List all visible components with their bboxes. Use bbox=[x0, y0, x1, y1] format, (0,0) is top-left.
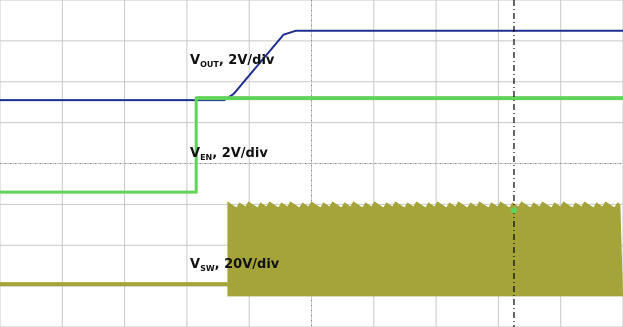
cursor-marker bbox=[510, 207, 517, 214]
traces bbox=[0, 29, 623, 297]
cursor-line bbox=[510, 0, 517, 327]
trace-label-out: VOUT, 2V/div bbox=[190, 53, 275, 69]
trace-label-sw: VSW, 20V/div bbox=[190, 257, 280, 273]
trace-labels: VOUT, 2V/div VEN, 2V/div VSW, 20V/div bbox=[190, 53, 280, 273]
series-line-out bbox=[0, 29, 623, 102]
trace-label-en: VEN, 2V/div bbox=[190, 146, 268, 162]
vsw-switching-band bbox=[227, 201, 623, 297]
